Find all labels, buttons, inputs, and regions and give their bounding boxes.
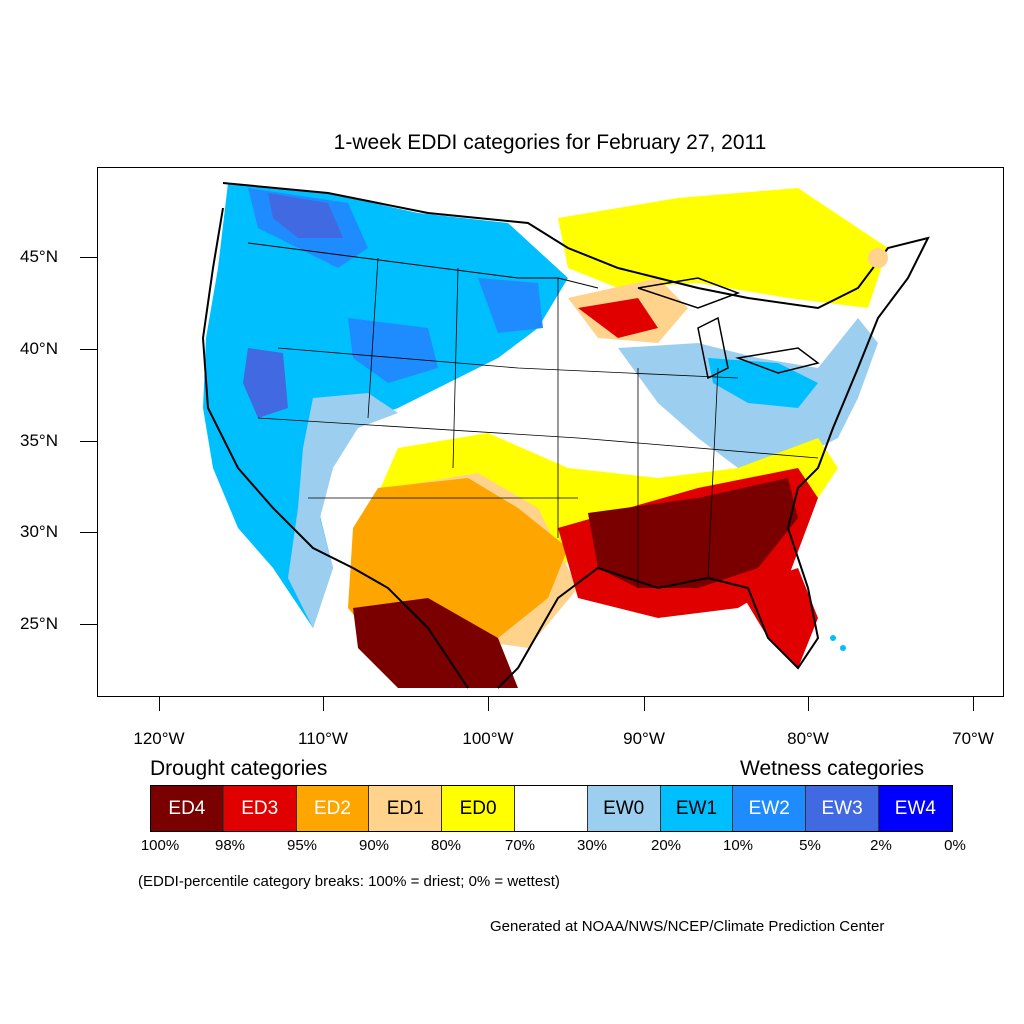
dry-region-southwest-ed4: [353, 598, 518, 688]
lon-label-110: 110°W: [298, 729, 348, 748]
pct-break-10: 10%: [722, 837, 754, 854]
wet-region-strong-3: [348, 318, 438, 383]
legend-box-ew2: EW2: [733, 786, 807, 831]
dry-region-north: [558, 188, 888, 308]
legend-box-ed3: ED3: [223, 786, 297, 831]
dry-region-south-ed4: [588, 478, 798, 588]
pct-break-90: 90%: [358, 837, 390, 854]
lat-tick-45: [80, 257, 97, 258]
canada-border-line: [247, 242, 599, 289]
lat-label-35: 35°N: [20, 431, 58, 450]
pct-break-2: 2%: [870, 837, 892, 854]
pct-break-98: 98%: [214, 837, 246, 854]
legend-box-ew4: EW4: [878, 786, 952, 831]
map-title: 1-week EDDI categories for February 27, …: [333, 131, 767, 154]
lon-label-70: 70°W: [952, 729, 994, 748]
credit-line: Generated at NOAA/NWS/NCEP/Climate Predi…: [490, 918, 885, 935]
lon-label-100: 100°W: [462, 729, 514, 748]
legend-box-ew1: EW1: [660, 786, 734, 831]
wet-region-strong-5: [478, 278, 543, 333]
pct-break-70: 70%: [504, 837, 536, 854]
lon-tick-70: [973, 697, 974, 711]
lon-tick-90: [644, 697, 645, 711]
lat-label-30: 30°N: [20, 522, 58, 541]
map-panel: [97, 167, 1004, 697]
dry-region-north-ed3: [578, 298, 658, 338]
pct-break-80: 80%: [430, 837, 462, 854]
lat-tick-40: [80, 349, 97, 350]
dry-region-florida: [738, 568, 818, 668]
lat-tick-30: [80, 532, 97, 533]
pct-break-20: 20%: [650, 837, 682, 854]
florida-speck-1: [830, 635, 836, 641]
pct-break-0: 0%: [944, 837, 966, 854]
wet-region-west-light: [288, 393, 398, 628]
lon-tick-100: [488, 697, 489, 711]
great-lakes: [637, 277, 820, 380]
legend-box-ed0: ED0: [442, 786, 515, 831]
legend-box-ed1: ED1: [369, 786, 443, 831]
legend-box-ed4: ED4: [151, 786, 224, 831]
lon-tick-80: [808, 697, 809, 711]
legend-box-ew3: EW3: [806, 786, 879, 831]
lat-label-25: 25°N: [20, 614, 58, 633]
wet-region-strong-2: [268, 193, 343, 238]
lon-tick-110: [323, 697, 324, 711]
pct-break-5: 5%: [799, 837, 821, 854]
lon-label-90: 90°W: [623, 729, 665, 748]
legend-box-ew0: EW0: [587, 786, 661, 831]
drought-categories-heading: Drought categories: [150, 757, 328, 780]
lon-label-120: 120°W: [133, 729, 185, 748]
lat-label-40: 40°N: [20, 339, 58, 358]
legend-box-ed2: ED2: [296, 786, 370, 831]
category-breaks-note: (EDDI-percentile category breaks: 100% =…: [138, 873, 560, 890]
wet-region-strong-4: [243, 348, 288, 418]
lat-tick-35: [80, 441, 97, 442]
lon-label-80: 80°W: [787, 729, 829, 748]
legend-colorbar: ED4 ED3 ED2 ED1 ED0 EW0 EW1 EW2 EW3 EW4: [150, 785, 953, 832]
lon-tick-120: [159, 697, 160, 711]
lat-tick-25: [80, 624, 97, 625]
pct-break-30: 30%: [576, 837, 608, 854]
wetness-categories-heading: Wetness categories: [740, 757, 925, 780]
eddi-map: [201, 182, 930, 689]
state-lines: [257, 257, 819, 588]
legend-box-neutral: [514, 786, 588, 831]
pct-break-100: 100%: [140, 837, 180, 854]
lat-label-45: 45°N: [20, 247, 58, 266]
pct-break-95: 95%: [286, 837, 318, 854]
maine-dry-spot: [868, 248, 888, 268]
florida-speck-2: [840, 645, 846, 651]
